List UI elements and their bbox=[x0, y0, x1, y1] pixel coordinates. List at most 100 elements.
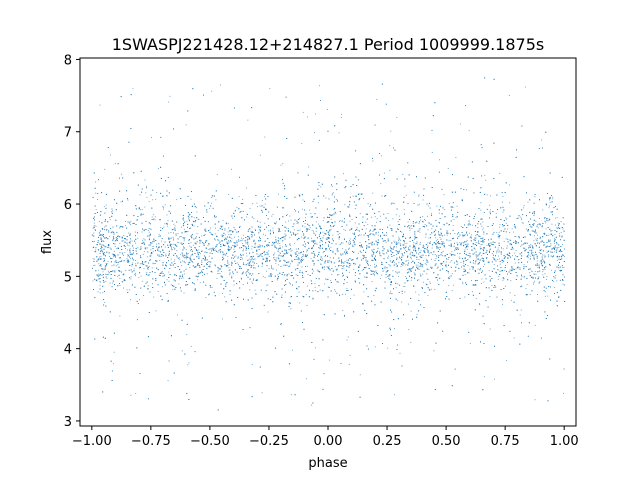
data-point bbox=[399, 258, 401, 260]
data-point bbox=[264, 277, 266, 278]
data-point bbox=[301, 256, 302, 258]
data-point bbox=[106, 277, 108, 279]
data-point bbox=[338, 132, 340, 134]
data-point bbox=[464, 234, 466, 236]
data-point bbox=[553, 241, 555, 243]
data-point bbox=[344, 261, 346, 262]
data-point bbox=[482, 229, 484, 231]
data-point bbox=[562, 254, 564, 256]
data-point bbox=[352, 195, 354, 197]
data-point bbox=[95, 192, 97, 194]
data-point bbox=[469, 268, 471, 270]
data-point bbox=[205, 297, 207, 299]
data-point bbox=[420, 256, 422, 258]
data-point bbox=[198, 218, 200, 220]
data-point bbox=[445, 263, 447, 265]
data-point bbox=[209, 229, 211, 231]
data-point bbox=[383, 240, 385, 242]
data-point bbox=[508, 251, 510, 253]
data-point bbox=[397, 227, 399, 229]
data-point bbox=[505, 285, 507, 287]
data-point bbox=[527, 201, 529, 203]
data-point bbox=[462, 236, 464, 238]
data-point bbox=[241, 257, 243, 258]
data-point bbox=[158, 233, 160, 235]
data-point bbox=[271, 215, 273, 217]
data-point bbox=[551, 229, 553, 231]
data-point bbox=[538, 252, 540, 254]
data-point bbox=[236, 245, 238, 247]
data-point bbox=[409, 229, 411, 231]
data-point bbox=[155, 310, 157, 312]
data-point bbox=[239, 257, 241, 259]
data-point bbox=[514, 252, 516, 254]
data-point bbox=[389, 169, 391, 171]
data-point bbox=[266, 270, 267, 272]
data-point bbox=[333, 209, 335, 211]
data-point bbox=[373, 273, 375, 275]
data-point bbox=[535, 244, 537, 246]
data-point bbox=[278, 193, 279, 195]
data-point bbox=[501, 270, 503, 272]
data-point bbox=[101, 275, 103, 276]
data-point bbox=[184, 273, 186, 275]
data-point bbox=[164, 274, 166, 276]
data-point bbox=[123, 235, 125, 237]
data-point bbox=[372, 192, 374, 194]
data-point bbox=[278, 241, 279, 243]
data-point bbox=[529, 293, 531, 295]
data-point bbox=[92, 227, 94, 229]
data-point bbox=[184, 256, 186, 258]
data-point bbox=[279, 238, 281, 240]
data-point bbox=[544, 218, 546, 219]
data-point bbox=[94, 264, 96, 266]
data-point bbox=[433, 350, 435, 352]
data-point bbox=[544, 268, 546, 270]
data-point bbox=[288, 220, 290, 222]
data-point bbox=[246, 216, 248, 218]
data-point bbox=[256, 246, 258, 248]
data-point bbox=[334, 224, 335, 226]
data-point bbox=[549, 239, 551, 241]
data-point bbox=[184, 237, 186, 238]
data-point bbox=[264, 234, 266, 236]
data-point bbox=[364, 254, 365, 256]
data-point bbox=[123, 254, 124, 256]
data-point bbox=[172, 289, 174, 291]
data-point bbox=[290, 308, 292, 310]
data-point bbox=[297, 233, 299, 235]
data-point bbox=[188, 218, 190, 220]
data-point bbox=[468, 252, 470, 254]
data-point bbox=[187, 231, 189, 232]
data-point bbox=[417, 262, 419, 263]
data-point bbox=[234, 228, 236, 230]
data-point bbox=[106, 263, 108, 265]
data-point bbox=[318, 260, 320, 261]
data-point bbox=[540, 236, 542, 238]
data-point bbox=[266, 245, 268, 247]
data-point bbox=[402, 173, 404, 175]
data-point bbox=[373, 295, 375, 296]
data-point bbox=[394, 241, 395, 243]
data-point bbox=[268, 268, 270, 270]
data-point bbox=[183, 292, 185, 294]
data-point bbox=[183, 256, 185, 258]
data-point bbox=[498, 258, 500, 260]
data-point bbox=[104, 226, 106, 228]
data-point bbox=[504, 269, 506, 271]
data-point bbox=[143, 268, 145, 270]
data-point bbox=[377, 247, 379, 249]
data-point bbox=[161, 286, 163, 288]
data-point bbox=[388, 219, 389, 221]
data-point bbox=[554, 234, 556, 235]
data-point bbox=[302, 255, 304, 257]
data-point bbox=[466, 248, 468, 250]
data-point bbox=[330, 226, 332, 228]
data-point bbox=[397, 276, 399, 278]
data-point bbox=[423, 246, 425, 247]
data-point bbox=[279, 252, 281, 254]
data-point bbox=[543, 244, 545, 245]
data-point bbox=[336, 250, 338, 252]
data-point bbox=[228, 234, 230, 235]
data-point bbox=[466, 231, 468, 233]
